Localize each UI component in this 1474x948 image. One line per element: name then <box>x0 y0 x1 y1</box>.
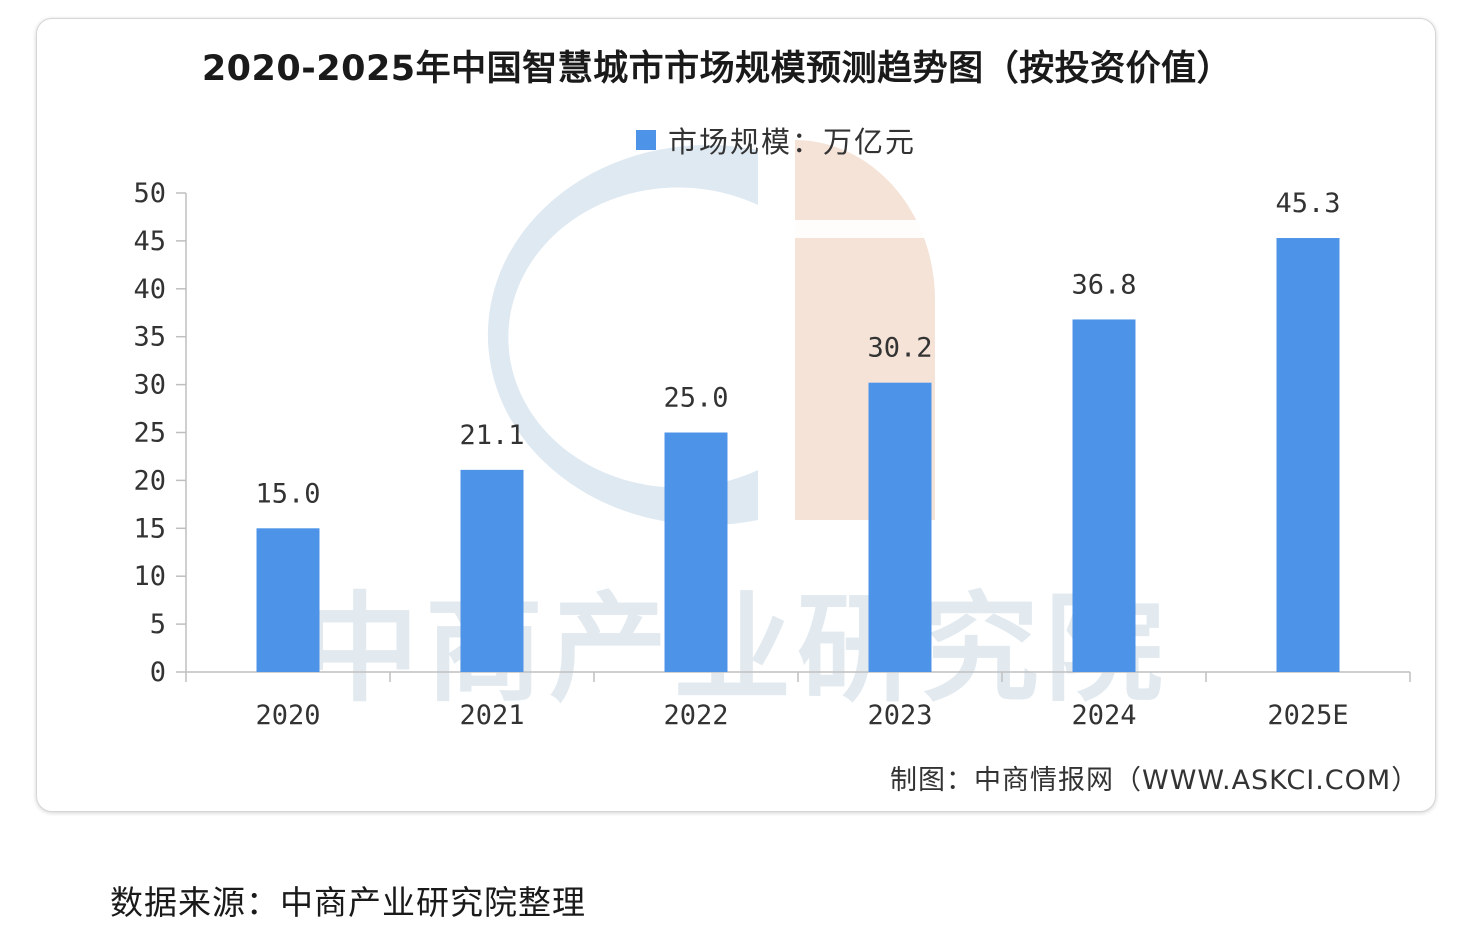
data-source-note: 数据来源：中商产业研究院整理 <box>110 883 586 922</box>
y-tick-label: 0 <box>150 657 166 688</box>
bar-2020 <box>256 528 320 672</box>
y-tick-label: 40 <box>133 274 166 305</box>
y-tick-label: 35 <box>133 322 166 353</box>
bar-2021 <box>460 469 524 672</box>
x-tick-label-2021: 2021 <box>459 700 524 731</box>
legend-label: 市场规模：万亿元 <box>668 125 917 159</box>
y-tick-label: 45 <box>133 226 166 257</box>
y-tick-label: 15 <box>133 513 166 544</box>
axes: 0 5 10 15 20 25 30 35 40 45 50 <box>133 178 1411 688</box>
x-tick-label-2023: 2023 <box>867 700 932 731</box>
chart-credit: 制图：中商情报网（WWW.ASKCI.COM） <box>890 765 1420 796</box>
x-tick-label-2024: 2024 <box>1071 700 1136 731</box>
y-tick-label: 5 <box>150 609 166 640</box>
legend: 市场规模：万亿元 <box>636 120 916 160</box>
data-label-2024: 36.8 <box>1071 269 1136 300</box>
x-tick-label-2022: 2022 <box>663 700 728 731</box>
data-label-2023: 30.2 <box>867 333 932 364</box>
chart-title: 2020-2025年中国智慧城市市场规模预测趋势图（按投资价值） <box>201 49 1233 89</box>
bar-2025E <box>1276 238 1340 672</box>
watermark-text: 中商产业研究院 <box>301 580 1169 718</box>
bar-2023 <box>868 382 932 672</box>
data-label-2020: 15.0 <box>255 478 320 509</box>
y-tick-label: 50 <box>133 178 166 209</box>
y-tick-label: 30 <box>133 370 166 401</box>
data-label-2022: 25.0 <box>663 383 728 414</box>
x-tick-label-2020: 2020 <box>255 700 320 731</box>
bar-2022 <box>664 432 728 672</box>
y-tick-label: 10 <box>133 561 166 592</box>
data-label-2021: 21.1 <box>459 420 524 451</box>
y-tick-label: 20 <box>133 465 166 496</box>
y-tick-label: 25 <box>133 418 166 449</box>
bars <box>256 238 1340 672</box>
data-labels: 15.0 2020 21.1 2021 25.0 2022 30.2 2023 36.8 2024… <box>255 188 1348 731</box>
watermark-logo-left <box>487 145 758 526</box>
legend-swatch <box>636 130 656 150</box>
watermark-logo-bar <box>700 220 935 238</box>
x-tick-label-2025E: 2025E <box>1267 700 1348 731</box>
data-label-2025E: 45.3 <box>1275 188 1340 219</box>
bar-2024 <box>1072 319 1136 672</box>
watermark: 中商产业研究院 <box>301 140 1169 718</box>
